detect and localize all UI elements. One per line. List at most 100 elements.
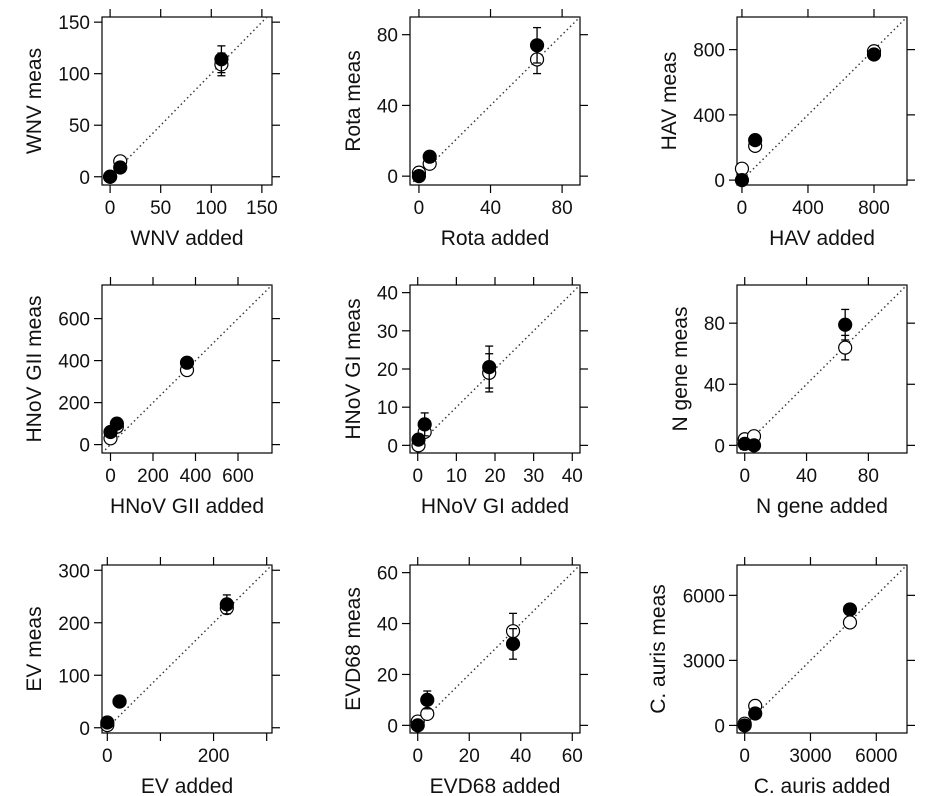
x-tick-label: 0 (412, 746, 423, 767)
chart-panel-6: 0 40 80 0 40 80 N gene added N gene meas (669, 277, 915, 518)
y-tick-label: 0 (79, 719, 90, 740)
x-axis-label: HAV added (769, 227, 875, 250)
chart-panel-5: 0 10 20 30 40 0 10 20 30 40 HNoV GI added HNoV GI m… (342, 277, 588, 518)
plot-frame (736, 16, 908, 186)
filled-circle-point (214, 52, 229, 67)
filled-circle-point (417, 417, 432, 432)
plot-frame (101, 16, 273, 186)
x-tick-label: 200 (137, 466, 169, 487)
y-tick-label: 80 (704, 314, 725, 335)
x-tick-label: 400 (792, 198, 824, 219)
filled-circle-point (179, 355, 195, 370)
y-tick-label: 300 (58, 561, 90, 582)
x-tick-label: 0 (414, 198, 425, 219)
y-tick-label: 0 (79, 436, 90, 457)
identity-line (736, 284, 908, 454)
x-tick-label: 60 (562, 746, 583, 767)
y-axis-label: HNoV GII meas (23, 295, 46, 442)
x-tick-label: 0 (412, 466, 423, 487)
y-axis-label: C. auris meas (647, 584, 670, 714)
y-tick-label: 400 (58, 352, 90, 373)
filled-circle-point (842, 602, 858, 617)
chart-panel-9: 0 3000 6000 0 3000 6000 C. auris added C. auris… (647, 557, 915, 796)
filled-circle-point (746, 438, 762, 453)
identity-line (101, 564, 273, 734)
y-tick-label: 0 (387, 167, 398, 188)
filled-circle-point (411, 432, 426, 447)
x-tick-label: 3000 (789, 746, 831, 767)
y-tick-label: 0 (714, 716, 725, 737)
x-tick-label: 50 (150, 198, 171, 219)
plot-frame (736, 564, 908, 734)
filled-circle-point (748, 706, 763, 721)
open-circle-point (842, 615, 858, 630)
y-tick-label: 80 (377, 26, 398, 47)
x-axis-label: HNoV GI added (421, 495, 569, 518)
x-tick-label: 0 (739, 466, 750, 487)
x-tick-label: 20 (484, 466, 505, 487)
identity-line (409, 564, 581, 734)
filled-circle-point (734, 173, 750, 188)
identity-line (736, 16, 908, 186)
x-tick-label: 0 (102, 746, 113, 767)
x-tick-label: 40 (796, 466, 817, 487)
x-tick-label: 40 (510, 746, 531, 767)
x-axis-label: Rota added (441, 227, 550, 250)
filled-circle-point (102, 169, 118, 184)
x-axis-label: C. auris added (754, 775, 891, 796)
y-tick-label: 20 (377, 360, 398, 381)
filled-circle-point (737, 718, 752, 733)
identity-line (101, 284, 273, 454)
y-tick-label: 0 (79, 168, 90, 189)
y-axis-label: HAV meas (658, 52, 681, 151)
plot-frame (101, 284, 273, 454)
y-axis-label: N gene meas (669, 307, 692, 432)
y-tick-label: 60 (377, 564, 398, 585)
x-tick-label: 600 (222, 466, 254, 487)
y-tick-label: 3000 (683, 651, 725, 672)
x-axis-label: EVD68 added (430, 775, 561, 796)
y-tick-label: 0 (387, 436, 398, 457)
y-tick-label: 30 (377, 322, 398, 343)
filled-circle-point (109, 416, 124, 431)
x-tick-label: 0 (739, 746, 750, 767)
identity-line (409, 16, 581, 186)
x-tick-label: 400 (180, 466, 212, 487)
x-axis-label: N gene added (756, 495, 888, 518)
plot-frame (736, 284, 908, 454)
x-tick-label: 800 (858, 198, 890, 219)
filled-circle-point (529, 38, 545, 53)
filled-circle-point (112, 694, 127, 709)
filled-circle-point (113, 160, 128, 175)
y-tick-label: 100 (58, 666, 90, 687)
open-circle-point (838, 340, 853, 355)
filled-circle-point (411, 169, 427, 184)
filled-circle-point (219, 597, 234, 612)
y-axis-label: EVD68 meas (342, 587, 365, 711)
y-tick-label: 6000 (683, 586, 725, 607)
filled-circle-point (420, 692, 435, 708)
plot-frame (409, 564, 581, 734)
y-tick-label: 200 (58, 394, 90, 415)
filled-circle-point (482, 359, 497, 375)
filled-circle-point (505, 636, 521, 652)
y-tick-label: 0 (714, 171, 725, 192)
y-tick-label: 0 (714, 436, 725, 457)
plot-frame (101, 564, 273, 734)
x-tick-label: 80 (858, 466, 879, 487)
chart-panel-7: 0 200 0 100 200 300 EV added EV meas (23, 557, 280, 796)
chart-panel-4: 0 200 400 600 0 200 400 600 HNoV GII added HNoV G… (23, 277, 280, 518)
x-tick-label: 0 (105, 466, 116, 487)
filled-circle-point (422, 149, 437, 164)
y-tick-label: 10 (377, 398, 398, 419)
y-tick-label: 50 (69, 116, 90, 137)
x-tick-label: 0 (737, 198, 748, 219)
filled-circle-point (410, 718, 425, 733)
y-axis-label: WNV meas (23, 48, 46, 154)
y-tick-label: 100 (58, 65, 90, 86)
x-tick-label: 40 (480, 198, 501, 219)
x-tick-label: 200 (198, 746, 230, 767)
